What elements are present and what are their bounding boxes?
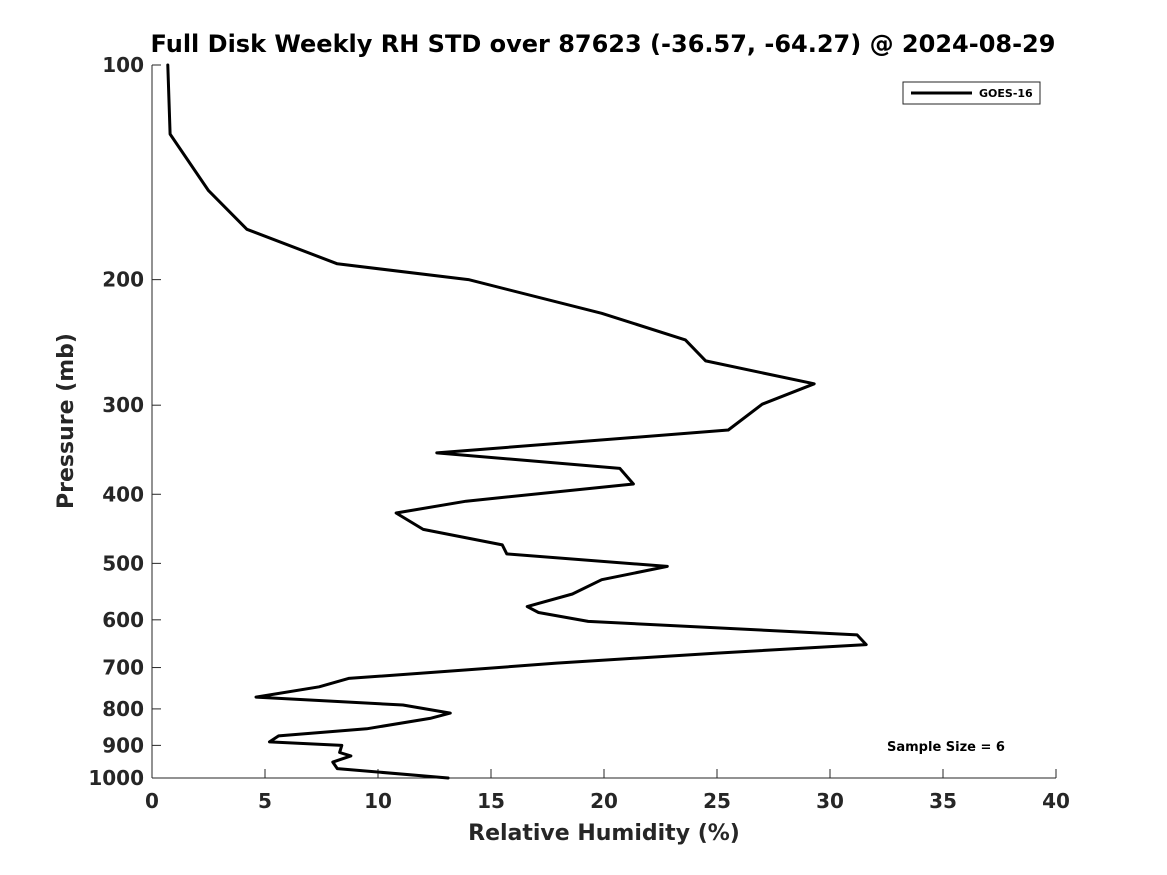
x-tick-label: 35 <box>929 789 957 813</box>
x-tick-label: 10 <box>364 789 392 813</box>
chart-title: Full Disk Weekly RH STD over 87623 (-36.… <box>151 30 1056 58</box>
x-tick-label: 30 <box>816 789 844 813</box>
y-tick-label: 700 <box>102 656 144 680</box>
y-tick-label: 800 <box>102 697 144 721</box>
x-tick-label: 0 <box>145 789 159 813</box>
legend-label: GOES-16 <box>979 87 1033 100</box>
sample-size-annotation: Sample Size = 6 <box>887 740 1005 755</box>
y-tick-label: 200 <box>102 268 144 292</box>
axes: 0 5 10 15 20 25 30 35 40 100 200 300 400 500 600 700 800… <box>88 53 1070 813</box>
x-tick-label: 25 <box>703 789 731 813</box>
legend: GOES-16 <box>902 81 1041 105</box>
y-tick-label: 900 <box>102 733 144 757</box>
y-tick-label: 300 <box>102 393 144 417</box>
series-line-goes-16 <box>166 63 868 780</box>
y-tick-label: 600 <box>102 608 144 632</box>
x-tick-label: 5 <box>258 789 272 813</box>
series-layer <box>166 63 868 780</box>
y-tick-label: 500 <box>102 551 144 575</box>
y-axis-label: Pressure (mb) <box>54 333 79 509</box>
x-tick-label: 20 <box>590 789 618 813</box>
y-tick-label: 1000 <box>88 766 144 790</box>
x-axis-label: Relative Humidity (%) <box>468 821 740 846</box>
y-tick-label: 100 <box>102 53 144 77</box>
y-tick-label: 400 <box>102 482 144 506</box>
x-tick-label: 40 <box>1042 789 1070 813</box>
x-tick-label: 15 <box>477 789 505 813</box>
